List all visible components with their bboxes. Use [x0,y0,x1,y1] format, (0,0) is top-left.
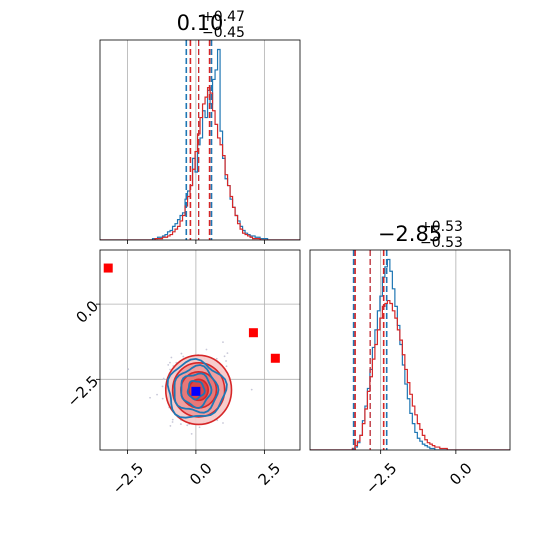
panel-top-left-histogram: 0.10 +0.47 −0.45 [99,9,301,244]
x-axis-ticks: −2.5 0.0 2.5 [109,450,284,498]
sample-point [169,361,171,364]
contour-blue-3 [166,357,228,419]
sample-point [161,385,164,388]
sample-point [222,422,224,424]
sample-point [216,419,219,422]
sample-point [226,352,229,355]
sample-point [223,355,226,358]
sample-point [127,368,130,371]
sample-point [179,423,182,425]
x-tick-label: 2.5 [255,459,285,489]
sample-point [170,356,173,359]
sample-point [182,355,185,358]
title-value: −2.85 [378,222,442,246]
sample-point [192,461,194,463]
quantile-lines [185,40,213,240]
y-tick-label: −2.5 [64,372,102,410]
y-axis-ticks: −2.5 0.0 [64,297,102,411]
sample-point [222,341,224,344]
sample-point [169,425,172,427]
sample-point [225,365,228,368]
sample-point [169,368,171,371]
best-fit-marker [191,386,201,396]
contour-blue-0 [186,379,206,401]
x-tick-label: 0.0 [186,459,216,489]
sample-point [161,397,164,400]
sample-point [149,396,151,399]
axes-frame [309,249,511,451]
histogram-step-0 [100,48,300,240]
axis-ticks: −2.5 0.0 [362,450,476,498]
title-top-left: 0.10 [177,11,224,35]
histogram-step-0 [310,258,510,450]
axes-frame [99,39,301,241]
truth-marker [248,328,258,338]
sample-point [156,393,158,396]
histogram-step-1 [100,87,300,240]
truth-marker [270,353,280,363]
title-bottom-right: −2.85 [378,222,442,246]
sample-point [162,377,165,380]
title-plus-error: +0.47 [202,9,245,25]
sample-point [171,418,174,421]
panel-bottom-right-histogram: −2.5 0.0 −2.85 +0.53 −0.53 [309,219,511,498]
sample-point [215,357,218,360]
sample-point [186,424,189,427]
histogram-series [310,258,510,450]
grid-lines [126,40,265,240]
sample-point [198,426,201,429]
y-tick-label: 0.0 [73,297,103,327]
histogram-step-1 [310,299,510,450]
sample-point [250,388,253,391]
title-minus-error: −0.53 [420,235,463,251]
axis-ticks [126,240,265,244]
contour-blue-2 [173,364,220,414]
title-value: 0.10 [177,11,224,35]
panel-bottom-left-scatter: −2.5 0.0 2.5 −2.5 0.0 [64,249,301,498]
sample-point [180,352,183,355]
axes-frame [99,249,301,451]
sample-point [171,421,174,423]
x-tick-label: −2.5 [362,459,400,497]
marker-points [103,263,280,396]
title-minus-error: −0.45 [202,25,245,41]
sample-point [225,360,227,362]
sample-point [205,348,208,351]
grid-lines [380,250,457,450]
quantile-lines [352,250,388,450]
sample-point [167,364,170,366]
truth-marker [103,263,113,273]
x-tick-label: 0.0 [446,459,476,489]
x-tick-label: −2.5 [109,459,147,497]
histogram-series [100,48,300,240]
contour-blue-1 [180,372,213,410]
sample-point [190,432,193,435]
title-plus-error: +0.53 [420,219,463,235]
